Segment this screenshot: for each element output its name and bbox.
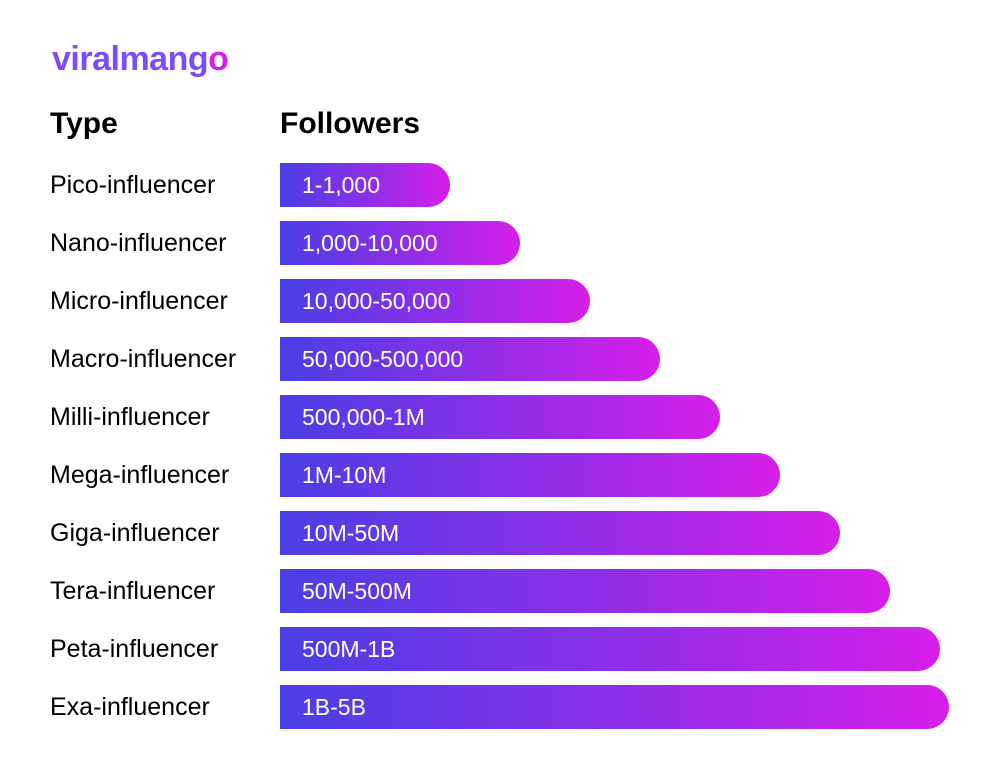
type-label: Giga-influencer	[50, 519, 280, 548]
followers-bar: 1,000-10,000	[280, 221, 520, 265]
chart-row: Milli-influencer 500,000-1M	[50, 395, 949, 439]
followers-bar: 500,000-1M	[280, 395, 720, 439]
followers-bar: 500M-1B	[280, 627, 940, 671]
chart-row: Giga-influencer 10M-50M	[50, 511, 949, 555]
chart-row: Nano-influencer 1,000-10,000	[50, 221, 949, 265]
followers-bar-label: 50M-500M	[302, 578, 412, 605]
followers-bar-label: 1M-10M	[302, 462, 386, 489]
followers-bar-label: 10,000-50,000	[302, 288, 450, 315]
type-label: Peta-influencer	[50, 635, 280, 664]
chart-row: Macro-influencer 50,000-500,000	[50, 337, 949, 381]
followers-bar: 50M-500M	[280, 569, 890, 613]
type-label: Tera-influencer	[50, 577, 280, 606]
followers-bar-label: 10M-50M	[302, 520, 399, 547]
type-label: Macro-influencer	[50, 345, 280, 374]
chart-row: Peta-influencer 500M-1B	[50, 627, 949, 671]
logo-text-main: viralmang	[52, 40, 208, 78]
type-label: Exa-influencer	[50, 693, 280, 722]
followers-bar: 50,000-500,000	[280, 337, 660, 381]
type-label: Pico-influencer	[50, 171, 280, 200]
followers-bar: 10M-50M	[280, 511, 840, 555]
logo: viralmango	[52, 40, 949, 79]
followers-bar-label: 1-1,000	[302, 172, 380, 199]
type-label: Milli-influencer	[50, 403, 280, 432]
column-headers: Type Followers	[50, 107, 949, 141]
followers-bar-label: 500,000-1M	[302, 404, 425, 431]
chart-row: Pico-influencer 1-1,000	[50, 163, 949, 207]
type-label: Nano-influencer	[50, 229, 280, 258]
followers-bar: 10,000-50,000	[280, 279, 590, 323]
followers-bar: 1-1,000	[280, 163, 450, 207]
followers-bar-label: 1,000-10,000	[302, 230, 438, 257]
followers-bar: 1B-5B	[280, 685, 949, 729]
followers-bar-label: 1B-5B	[302, 694, 366, 721]
chart-row: Tera-influencer 50M-500M	[50, 569, 949, 613]
logo-text-accent: o	[208, 40, 228, 78]
followers-bar: 1M-10M	[280, 453, 780, 497]
chart-row: Micro-influencer 10,000-50,000	[50, 279, 949, 323]
followers-bar-label: 50,000-500,000	[302, 346, 463, 373]
type-label: Micro-influencer	[50, 287, 280, 316]
header-type: Type	[50, 107, 280, 141]
type-label: Mega-influencer	[50, 461, 280, 490]
chart-row: Exa-influencer 1B-5B	[50, 685, 949, 729]
chart-row: Mega-influencer 1M-10M	[50, 453, 949, 497]
chart-rows: Pico-influencer 1-1,000 Nano-influencer 1,0…	[50, 163, 949, 729]
followers-bar-label: 500M-1B	[302, 636, 395, 663]
header-followers: Followers	[280, 107, 420, 141]
